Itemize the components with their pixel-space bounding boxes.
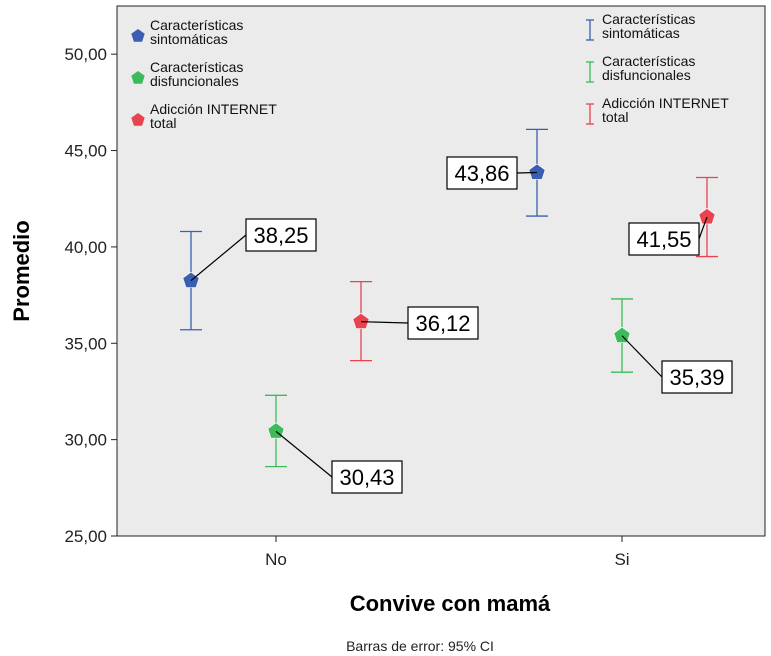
x-tick-label: Si xyxy=(614,550,629,569)
legend-marker-icon xyxy=(131,29,145,42)
axis-layer: 25,00 30,00 35,00 40,00 45,00 50,00 No Si xyxy=(64,45,629,569)
mean-point xyxy=(182,271,200,288)
legend-errorbar-label: Adicción INTERNET xyxy=(602,95,729,111)
data-label: 43,86 xyxy=(454,161,509,186)
plot-background xyxy=(116,5,766,537)
callout-leader xyxy=(360,321,409,324)
data-label: 35,39 xyxy=(669,365,724,390)
callout-box xyxy=(407,306,479,340)
y-tick-label: 25,00 xyxy=(64,527,107,546)
callout-leader xyxy=(275,430,333,478)
data-label: 30,43 xyxy=(339,465,394,490)
legend-errorbar-label: disfuncionales xyxy=(602,67,691,83)
data-label: 38,25 xyxy=(253,223,308,248)
callout-box xyxy=(245,218,317,252)
callout-leader xyxy=(698,216,708,240)
legend-errorbar-label: Características xyxy=(602,53,695,69)
legend-entry-label: Adicción INTERNET xyxy=(150,101,277,117)
legend-marker-icon xyxy=(131,71,145,84)
callout-box xyxy=(331,460,403,494)
mean-point xyxy=(698,208,716,225)
legend-errorbar-label: total xyxy=(602,109,628,125)
data-label: 36,12 xyxy=(415,311,470,336)
mean-point xyxy=(352,312,370,329)
callout-layer: 38,25 43,86 30,43 35,39 36,12 41,55 xyxy=(190,156,733,494)
x-tick-label: No xyxy=(265,550,287,569)
callout-box xyxy=(446,156,518,190)
mean-point xyxy=(613,326,631,343)
legend-entry-label: total xyxy=(150,115,176,131)
y-tick-label: 45,00 xyxy=(64,142,107,161)
callout-box xyxy=(628,222,700,256)
legend-entry-label: Características xyxy=(150,17,243,33)
callout-leader xyxy=(621,335,663,378)
mean-point xyxy=(528,163,546,180)
callout-leader xyxy=(190,234,247,282)
data-label: 41,55 xyxy=(636,227,691,252)
y-tick-label: 35,00 xyxy=(64,334,107,353)
legend-errorbar-label: sintomáticas xyxy=(602,25,680,41)
legend-marker-icon xyxy=(131,113,145,126)
legend-entry-label: disfuncionales xyxy=(150,73,239,89)
y-tick-label: 40,00 xyxy=(64,238,107,257)
y-axis-title: Promedio xyxy=(9,220,34,321)
y-tick-label: 50,00 xyxy=(64,45,107,64)
legend-errorbar-label: Características xyxy=(602,11,695,27)
legend: CaracterísticassintomáticasCaracterístic… xyxy=(131,11,729,131)
legend-entry-label: Características xyxy=(150,59,243,75)
footnote: Barras de error: 95% CI xyxy=(346,638,494,654)
legend-entry-label: sintomáticas xyxy=(150,31,228,47)
y-tick-label: 30,00 xyxy=(64,431,107,450)
callout-box xyxy=(661,360,733,394)
x-axis-title: Convive con mamá xyxy=(350,591,551,616)
